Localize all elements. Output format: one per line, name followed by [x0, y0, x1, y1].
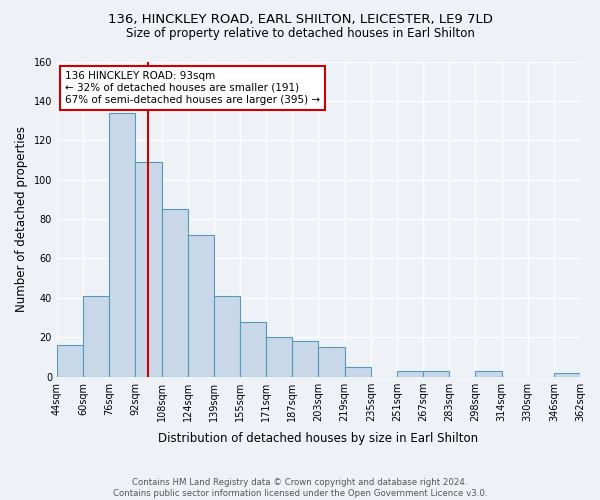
Bar	[109, 112, 136, 376]
Bar	[214, 296, 240, 376]
Bar	[83, 296, 109, 376]
Bar	[240, 322, 266, 376]
X-axis label: Distribution of detached houses by size in Earl Shilton: Distribution of detached houses by size …	[158, 432, 479, 445]
Bar	[319, 347, 344, 376]
Bar	[266, 338, 292, 376]
Bar	[292, 341, 319, 376]
Bar	[554, 372, 580, 376]
Bar	[475, 370, 502, 376]
Text: Contains HM Land Registry data © Crown copyright and database right 2024.
Contai: Contains HM Land Registry data © Crown c…	[113, 478, 487, 498]
Bar	[161, 209, 188, 376]
Text: Size of property relative to detached houses in Earl Shilton: Size of property relative to detached ho…	[125, 28, 475, 40]
Bar	[423, 370, 449, 376]
Text: 136, HINCKLEY ROAD, EARL SHILTON, LEICESTER, LE9 7LD: 136, HINCKLEY ROAD, EARL SHILTON, LEICES…	[107, 12, 493, 26]
Bar	[397, 370, 423, 376]
Bar	[188, 235, 214, 376]
Bar	[57, 345, 83, 376]
Y-axis label: Number of detached properties: Number of detached properties	[15, 126, 28, 312]
Text: 136 HINCKLEY ROAD: 93sqm
← 32% of detached houses are smaller (191)
67% of semi-: 136 HINCKLEY ROAD: 93sqm ← 32% of detach…	[65, 72, 320, 104]
Bar	[136, 162, 161, 376]
Bar	[344, 367, 371, 376]
